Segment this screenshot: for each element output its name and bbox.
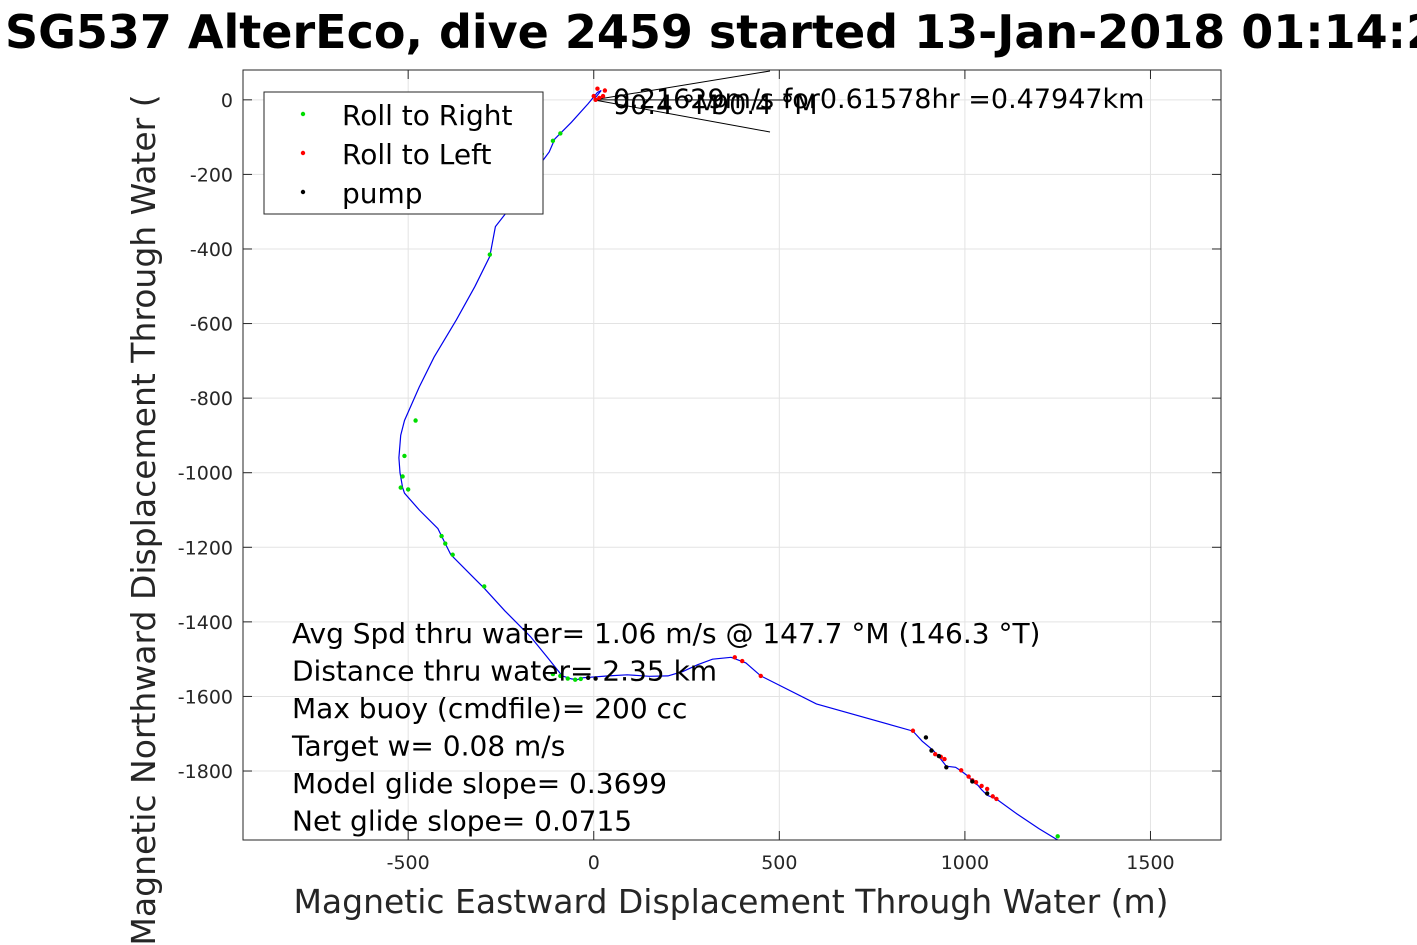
roll-right-point bbox=[487, 252, 493, 257]
roll-right-point bbox=[413, 418, 418, 423]
roll-right-point bbox=[1055, 834, 1060, 839]
roll-left-point bbox=[740, 658, 745, 664]
y-tick-label: -400 bbox=[190, 239, 233, 261]
legend-marker bbox=[300, 150, 306, 156]
x-tick-label: 1000 bbox=[941, 852, 989, 874]
x-axis-label: Magnetic Eastward Displacement Through W… bbox=[293, 882, 1168, 921]
heading-annotation-2: 90.4 °M bbox=[712, 90, 818, 121]
roll-right-point bbox=[405, 487, 411, 492]
roll-left-point bbox=[994, 796, 999, 802]
roll-right-point bbox=[450, 552, 455, 557]
roll-left-point bbox=[591, 93, 596, 99]
roll-right-point bbox=[572, 677, 578, 682]
heading-line-lower bbox=[593, 99, 771, 133]
roll-right-point bbox=[550, 138, 556, 144]
roll-left-point bbox=[732, 655, 737, 660]
roll-right-point bbox=[578, 676, 583, 682]
y-tick-label: -1400 bbox=[178, 612, 233, 634]
stats-line: Model glide slope= 0.3699 bbox=[292, 767, 667, 800]
y-tick-label: -1000 bbox=[178, 463, 233, 485]
roll-left-point bbox=[966, 774, 971, 779]
roll-right-point bbox=[400, 474, 405, 479]
marker-group bbox=[398, 86, 1060, 839]
chart-title: SG537 AlterEco, dive 2459 started 13-Jan… bbox=[5, 5, 1417, 59]
legend-marker bbox=[300, 189, 306, 195]
legend-marker bbox=[300, 111, 306, 117]
stats-line: Net glide slope= 0.0715 bbox=[292, 805, 632, 838]
roll-left-point bbox=[597, 95, 602, 101]
roll-left-point bbox=[984, 786, 990, 792]
pump-point bbox=[929, 748, 934, 753]
roll-right-point bbox=[558, 131, 563, 136]
roll-left-point bbox=[933, 752, 938, 757]
roll-left-point bbox=[979, 783, 984, 789]
legend-label: Roll to Right bbox=[342, 99, 513, 132]
roll-right-point bbox=[439, 533, 444, 539]
x-tick-label: 0 bbox=[588, 852, 600, 874]
y-axis-label: Magnetic Northward Displacement Through … bbox=[124, 94, 163, 945]
legend-label: pump bbox=[342, 177, 423, 210]
heading-lines bbox=[593, 70, 791, 133]
y-tick-label: 0 bbox=[221, 90, 233, 112]
y-tick-label: -800 bbox=[190, 388, 233, 410]
legend-label: Roll to Left bbox=[342, 138, 491, 171]
roll-right-point bbox=[482, 584, 487, 589]
roll-right-point bbox=[398, 485, 403, 490]
y-tick-label: -600 bbox=[190, 314, 233, 336]
roll-left-point bbox=[990, 794, 995, 799]
pump-point bbox=[970, 779, 975, 784]
roll-left-point bbox=[958, 768, 964, 773]
x-tick-label: 1500 bbox=[1126, 852, 1174, 874]
stats-text-group: Avg Spd thru water= 1.06 m/s @ 147.7 °M … bbox=[291, 617, 1040, 838]
legend: Roll to Right Roll to Left pump bbox=[263, 91, 544, 215]
roll-left-point bbox=[600, 93, 606, 99]
stats-line: Target w= 0.08 m/s bbox=[291, 730, 565, 763]
pump-point bbox=[984, 791, 990, 796]
x-tick-label: -500 bbox=[387, 852, 430, 874]
roll-left-point bbox=[593, 97, 598, 103]
roll-right-point bbox=[565, 676, 570, 681]
roll-right-point bbox=[550, 671, 556, 677]
plot-frame bbox=[242, 69, 1222, 841]
pump-point bbox=[944, 765, 949, 770]
track-line bbox=[398, 89, 1059, 840]
stats-line: Max buoy (cmdfile)= 200 cc bbox=[292, 692, 687, 725]
y-tick-label: -1800 bbox=[178, 761, 233, 783]
roll-left-point bbox=[942, 756, 947, 762]
pump-point bbox=[923, 735, 929, 740]
pump-point bbox=[936, 753, 942, 759]
pump-point bbox=[593, 676, 598, 681]
y-tick-label: -1200 bbox=[178, 537, 233, 559]
roll-left-point bbox=[758, 673, 763, 679]
roll-left-point bbox=[973, 780, 979, 785]
roll-left-point bbox=[595, 86, 600, 91]
x-tick-label: 500 bbox=[761, 852, 797, 874]
stats-line: Avg Spd thru water= 1.06 m/s @ 147.7 °M … bbox=[292, 617, 1040, 650]
roll-left-point bbox=[602, 88, 608, 93]
track-group bbox=[398, 89, 1059, 840]
roll-right-point bbox=[402, 453, 407, 459]
roll-left-point bbox=[910, 728, 916, 733]
grid-lines bbox=[243, 70, 1221, 840]
axis-ticks: -500 0 500 1000 1500 0 -200 -400 -600 -800 -1000 -1… bbox=[178, 70, 1221, 874]
legend-box bbox=[263, 91, 544, 215]
y-tick-label: -1600 bbox=[178, 686, 233, 708]
speed-annotation: 0.21629m/s for0.61578hr =0.47947km bbox=[613, 84, 1144, 115]
stats-line: Distance thru water= 2.35 km bbox=[292, 655, 717, 688]
heading-annotation-1: 90.4 °M bbox=[613, 90, 719, 121]
pump-point bbox=[585, 675, 591, 680]
heading-line-upper bbox=[593, 70, 771, 101]
roll-right-point bbox=[558, 673, 563, 679]
roll-right-point bbox=[443, 541, 448, 546]
y-tick-label: -200 bbox=[190, 164, 233, 186]
